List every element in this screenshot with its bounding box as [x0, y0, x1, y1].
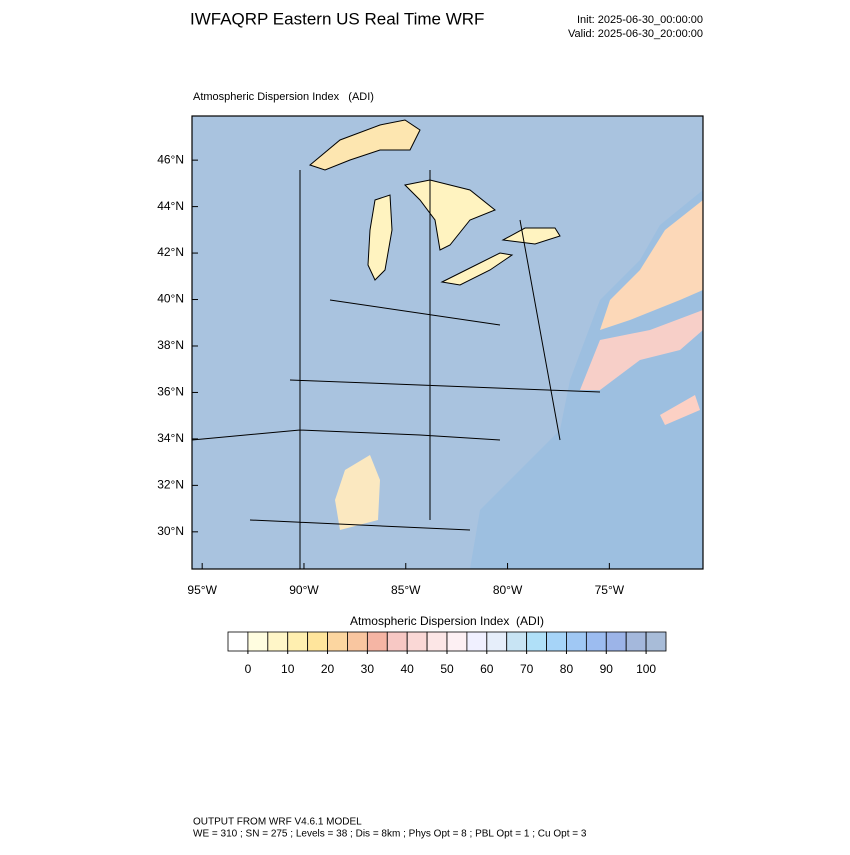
- colorbar-tick-label: 80: [560, 662, 574, 676]
- colorbar-box: [645, 631, 667, 652]
- colorbar-tick-label: 30: [361, 662, 375, 676]
- y-tick-label: 40°N: [157, 292, 184, 306]
- colorbar-box: [506, 631, 528, 652]
- colorbar-box: [287, 631, 309, 652]
- colorbar-box: [585, 631, 607, 652]
- map: [191, 115, 704, 570]
- colorbar-box: [625, 631, 647, 652]
- x-tick-label: 85°W: [391, 583, 421, 597]
- state-borders: [191, 170, 601, 569]
- colorbar-tick-label: 40: [401, 662, 415, 676]
- ocean-low-adi: [580, 310, 703, 390]
- colorbar-box: [366, 631, 388, 652]
- colorbar-box: [546, 631, 567, 652]
- colorbar-box: [566, 631, 587, 652]
- lake-superior: [308, 119, 421, 171]
- footer-line: WE = 310 ; SN = 275 ; Levels = 38 ; Dis …: [193, 829, 587, 840]
- colorbar-tick-label: 0: [245, 662, 252, 676]
- colorbar-title: Atmospheric Dispersion Index (ADI): [350, 614, 544, 628]
- y-tick-label: 42°N: [157, 245, 184, 259]
- y-tick-label: 34°N: [157, 431, 184, 445]
- colorbar-box: [406, 631, 428, 652]
- y-tick-label: 36°N: [157, 385, 184, 399]
- low-adi-area: [335, 455, 380, 530]
- map-frame: [191, 115, 704, 570]
- colorbar-box: [347, 631, 368, 652]
- low-adi-area: [660, 395, 700, 425]
- colorbar-box: [466, 631, 488, 652]
- colorbar-box: [267, 631, 289, 652]
- colorbar-box: [247, 631, 269, 652]
- x-tick-label: 90°W: [289, 583, 319, 597]
- colorbar-tick-label: 100: [636, 662, 656, 676]
- colorbar-box: [327, 631, 348, 652]
- colorbar-box: [605, 631, 627, 652]
- colorbar-box: [446, 631, 468, 652]
- y-tick-label: 32°N: [157, 478, 184, 492]
- y-tick-label: 38°N: [157, 338, 184, 352]
- colorbar-box: [227, 631, 249, 652]
- footer-line: OUTPUT FROM WRF V4.6.1 MODEL: [193, 817, 362, 828]
- x-tick-label: 75°W: [595, 583, 625, 597]
- colorbar-tick-label: 90: [600, 662, 614, 676]
- colorbar-box: [486, 631, 508, 652]
- init-time: Init: 2025-06-30_00:00:00: [577, 14, 703, 26]
- colorbar-box: [526, 631, 547, 652]
- colorbar-tick-label: 20: [321, 662, 335, 676]
- valid-time: Valid: 2025-06-30_20:00:00: [568, 28, 703, 40]
- colorbar-box: [386, 631, 408, 652]
- x-tick-label: 80°W: [493, 583, 523, 597]
- y-tick-label: 44°N: [157, 199, 184, 213]
- y-tick-label: 46°N: [157, 152, 184, 166]
- lake-erie: [440, 252, 514, 286]
- colorbar-tick-label: 50: [440, 662, 454, 676]
- map-title: Atmospheric Dispersion Index (ADI): [193, 91, 374, 103]
- y-tick-label: 30°N: [157, 524, 184, 538]
- colorbar-box: [426, 631, 448, 652]
- lake-michigan: [367, 194, 393, 281]
- x-tick-label: 95°W: [187, 583, 217, 597]
- colorbar-box: [307, 631, 328, 652]
- ocean-low-adi: [600, 200, 703, 330]
- lake-huron: [403, 179, 496, 251]
- colorbar-tick-label: 70: [520, 662, 534, 676]
- title: IWFAQRP Eastern US Real Time WRF: [190, 9, 484, 28]
- colorbar-tick-label: 10: [281, 662, 295, 676]
- colorbar-tick-label: 60: [480, 662, 494, 676]
